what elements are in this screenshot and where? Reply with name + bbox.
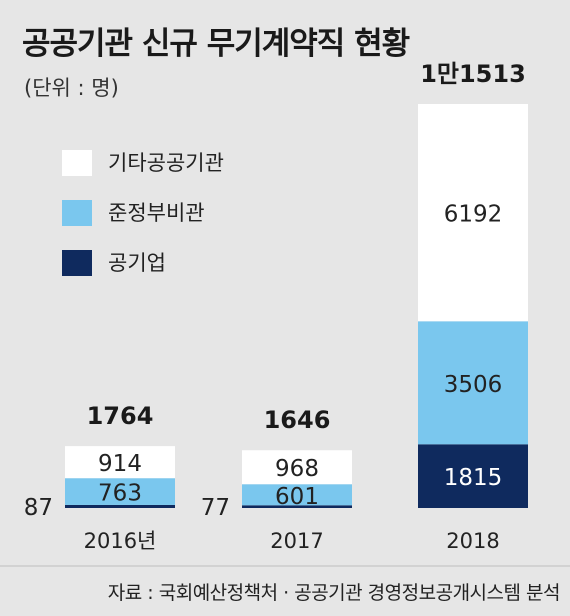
- value-label-2018-quasi-government: 3506: [444, 372, 503, 398]
- source-note: 자료 : 국회예산정책처 · 공공기관 경영정보공개시스템 분석: [107, 582, 561, 604]
- bar-segment-2018-quasi-government: [418, 321, 528, 445]
- bar-segment-2017-public-corp: [242, 505, 352, 508]
- legend-swatch-quasi-government: [62, 200, 92, 226]
- total-label-2018: 1만1513: [420, 60, 526, 88]
- value-label-2016-public-corp: 87: [24, 495, 53, 521]
- legend-label-quasi-government: 준정부비관: [108, 201, 205, 225]
- total-label-2016: 1764: [87, 402, 154, 430]
- value-label-2018-other-public: 6192: [444, 202, 503, 228]
- bar-segment-2017-other-public: [242, 450, 352, 485]
- value-label-2018-public-corp: 1815: [444, 465, 503, 491]
- bar-segment-2016-public-corp: [65, 504, 175, 508]
- bar-segment-2018-public-corp: [418, 444, 528, 508]
- category-label-2017: 2017: [270, 529, 323, 553]
- chart-title: 공공기관 신규 무기계약직 현황: [22, 26, 410, 62]
- bar-segment-2018-other-public: [418, 104, 528, 322]
- category-label-2018: 2018: [446, 529, 499, 553]
- value-label-2016-other-public: 914: [98, 451, 142, 477]
- legend-swatch-public-corp: [62, 250, 92, 276]
- legend-label-public-corp: 공기업: [108, 251, 166, 275]
- value-label-2017-public-corp: 77: [201, 495, 230, 521]
- legend-swatch-other-public: [62, 150, 92, 176]
- legend-label-other-public: 기타공공기관: [108, 151, 224, 175]
- bar-segment-2016-quasi-government: [65, 478, 175, 505]
- total-label-2017: 1646: [264, 406, 331, 434]
- bar-segment-2016-other-public: [65, 446, 175, 479]
- value-label-2016-quasi-government: 763: [98, 481, 142, 507]
- value-label-2017-other-public: 968: [275, 456, 319, 482]
- bar-segment-2017-quasi-government: [242, 484, 352, 506]
- unit-label: (단위 : 명): [24, 76, 119, 100]
- value-label-2017-quasi-government: 601: [275, 484, 319, 510]
- category-label-2016: 2016년: [84, 529, 157, 553]
